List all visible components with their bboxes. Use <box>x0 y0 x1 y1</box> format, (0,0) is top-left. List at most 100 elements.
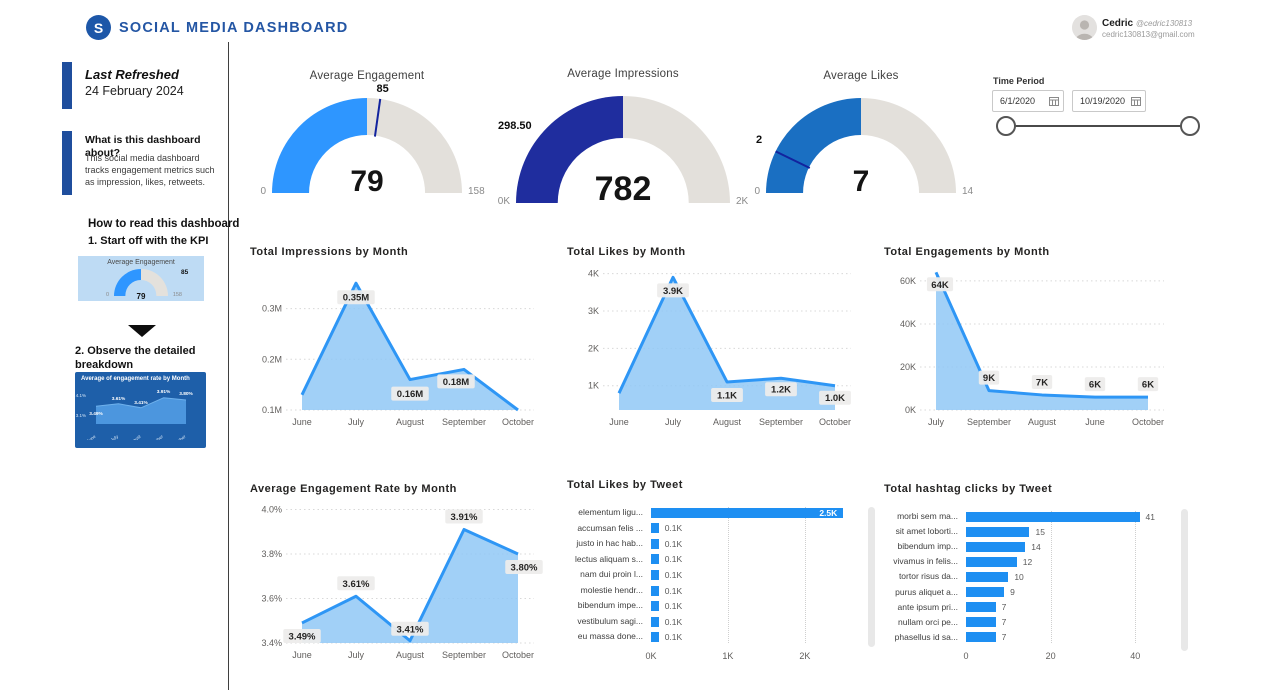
svg-text:3.61%: 3.61% <box>343 579 370 590</box>
bar[interactable] <box>966 602 996 613</box>
svg-text:June: June <box>609 417 629 427</box>
svg-text:3.91%: 3.91% <box>157 389 171 395</box>
scrollbar[interactable] <box>868 507 875 647</box>
svg-text:September: September <box>759 417 803 427</box>
time-slider-track[interactable] <box>1006 125 1188 127</box>
end-date-input[interactable] <box>1073 91 1145 111</box>
bar-label: elementum ligu... <box>578 507 643 517</box>
bar-label: tortor risus da... <box>898 571 958 582</box>
gauge-min: 0 <box>260 186 266 197</box>
total-engagements-by-month-chart: Total Engagements by Month 0K 20K 40K 60K Ju… <box>884 246 1180 436</box>
user-name: Cedric @cedric130813 <box>1102 18 1193 29</box>
average-impressions-gauge[interactable]: Average Impressions 298.50 782 0K 2K <box>498 68 748 208</box>
svg-text:0.16M: 0.16M <box>397 389 423 400</box>
gauge-title: Average Engagement <box>309 70 425 82</box>
bar-label: lectus aliquam s... <box>574 553 643 564</box>
svg-text:7K: 7K <box>1036 377 1048 388</box>
bar-value: 0.1K <box>664 538 683 549</box>
bar[interactable] <box>651 554 659 565</box>
time-slider-handle-end[interactable] <box>1180 116 1200 136</box>
chart-title: Total hashtag clicks by Tweet <box>884 483 1053 495</box>
bar[interactable] <box>966 526 1030 537</box>
accent-bar <box>62 131 72 195</box>
svg-text:1K: 1K <box>588 381 599 391</box>
plot-area[interactable]: 0K 1K 2K elementum ligu... 2.5K accumsan feli… <box>567 505 879 665</box>
bar[interactable] <box>966 572 1009 582</box>
svg-text:0.1M: 0.1M <box>262 405 282 415</box>
average-likes-gauge[interactable]: Average Likes 2 7 0 14 <box>754 70 973 198</box>
bar-value: 41 <box>1145 511 1155 522</box>
bar-value: 0.1K <box>664 570 683 580</box>
chart-title: Total Impressions by Month <box>250 246 409 258</box>
bar-label: nam dui proin l... <box>580 569 643 580</box>
bar-value: 7 <box>1001 602 1007 613</box>
plot-area[interactable]: 0K 20K 40K 60K July September August June Octobe… <box>884 260 1180 430</box>
svg-text:October: October <box>502 417 534 427</box>
plot-area[interactable]: 0 20 40 morbi sem ma... 41 sit amet loborti..… <box>884 509 1190 665</box>
gauge-min: 0 <box>754 186 760 197</box>
last-refreshed-date: 24 February 2024 <box>85 84 184 98</box>
user-email: cedric130813@gmail.com <box>1102 30 1195 39</box>
svg-text:4.0%: 4.0% <box>261 504 282 514</box>
bar[interactable] <box>651 601 659 612</box>
svg-text:October: October <box>502 650 534 660</box>
plot-area[interactable]: 1K 2K 3K 4K June July August September October 3.… <box>567 260 867 430</box>
svg-text:0.35M: 0.35M <box>343 293 369 304</box>
bar[interactable] <box>966 511 1140 522</box>
bar-label: accumsan felis ... <box>577 522 643 533</box>
svg-text:June: June <box>86 434 97 440</box>
mini-area-title: Average of engagement rate by Month <box>81 376 190 382</box>
average-engagement-gauge[interactable]: Average Engagement 85 79 0 158 <box>260 70 484 198</box>
svg-text:4K: 4K <box>588 269 599 279</box>
bar[interactable] <box>651 616 659 627</box>
svg-text:October: October <box>819 417 851 427</box>
bar[interactable] <box>651 507 844 518</box>
total-impressions-by-month-chart: Total Impressions by Month 0.1M 0.2M 0.3M J… <box>250 246 550 436</box>
bar[interactable] <box>966 556 1017 567</box>
howto-breakdown-thumbnail: Average of engagement rate by Month 4.1%… <box>75 372 206 451</box>
bar-value: 0.1K <box>664 601 683 612</box>
bar[interactable] <box>651 523 659 534</box>
bar[interactable] <box>651 585 659 596</box>
scrollbar[interactable] <box>1181 509 1188 651</box>
calendar-icon[interactable] <box>1131 96 1141 106</box>
gridline <box>1135 511 1137 643</box>
bar-value: 7 <box>1001 632 1007 643</box>
svg-text:6K: 6K <box>1142 380 1154 391</box>
calendar-icon[interactable] <box>1049 96 1059 106</box>
svg-text:3.61%: 3.61% <box>112 396 126 402</box>
time-slider-handle-start[interactable] <box>996 116 1016 136</box>
bar[interactable] <box>651 538 659 549</box>
svg-text:40K: 40K <box>900 319 916 329</box>
gauge-title: Average Impressions <box>567 68 679 80</box>
svg-text:June: June <box>292 417 312 427</box>
bar[interactable] <box>966 632 996 643</box>
svg-text:August: August <box>127 433 142 440</box>
bar[interactable] <box>651 632 659 643</box>
svg-text:3.4%: 3.4% <box>261 638 282 648</box>
bar-value: 0.1K <box>664 616 683 627</box>
avatar[interactable] <box>1072 15 1097 40</box>
plot-area[interactable]: 3.4% 3.6% 3.8% 4.0% June July August September O… <box>250 497 550 663</box>
sidebar-divider <box>228 42 229 690</box>
gridline <box>1050 511 1052 643</box>
x-tick-label: 0 <box>963 651 969 661</box>
bar-label: sit amet loborti... <box>895 526 958 537</box>
start-date-input[interactable] <box>993 91 1063 111</box>
howto-step2: 2. Observe the detailed breakdown <box>75 345 196 372</box>
bar[interactable] <box>651 570 659 580</box>
gauge-value: 782 <box>594 170 652 208</box>
bar-value: 9 <box>1010 587 1015 598</box>
bar[interactable] <box>966 541 1026 552</box>
svg-text:3.49%: 3.49% <box>289 631 316 642</box>
bar[interactable] <box>966 587 1005 598</box>
svg-text:September: September <box>967 417 1011 427</box>
arrow-down-icon <box>128 325 156 337</box>
bar[interactable] <box>966 617 996 628</box>
svg-text:3K: 3K <box>588 306 599 316</box>
gauge-callout: 298.50 <box>498 120 532 132</box>
plot-area[interactable]: 0.1M 0.2M 0.3M June July August September Octob… <box>250 260 550 430</box>
bar-value: 0.1K <box>664 554 683 565</box>
x-tick-label: 40 <box>1130 651 1141 661</box>
